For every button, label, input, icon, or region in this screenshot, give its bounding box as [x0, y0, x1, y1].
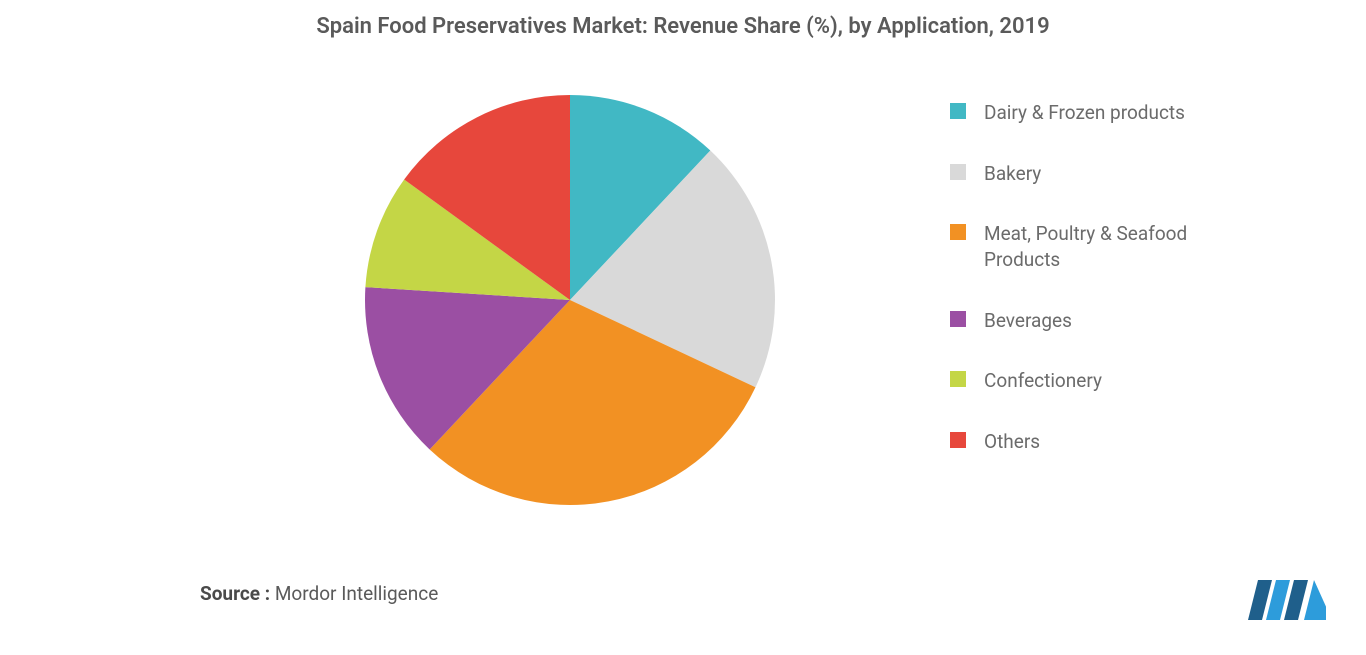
legend-label: Beverages — [984, 308, 1072, 334]
chart-title: Spain Food Preservatives Market: Revenue… — [0, 14, 1366, 39]
legend-label: Confectionery — [984, 368, 1102, 394]
source-label: Source : — [200, 582, 270, 605]
legend-item: Confectionery — [950, 368, 1270, 394]
legend-swatch — [950, 432, 966, 448]
source-line: Source : Mordor Intelligence — [200, 582, 438, 605]
legend-item: Dairy & Frozen products — [950, 100, 1270, 126]
legend-swatch — [950, 164, 966, 180]
brand-logo-icon — [1246, 575, 1326, 625]
source-value: Mordor Intelligence — [275, 582, 438, 605]
legend-swatch — [950, 224, 966, 240]
legend-item: Bakery — [950, 161, 1270, 187]
pie-chart — [360, 90, 780, 510]
legend-swatch — [950, 311, 966, 327]
legend-swatch — [950, 371, 966, 387]
legend-label: Bakery — [984, 161, 1041, 187]
legend-item: Meat, Poultry & Seafood Products — [950, 221, 1270, 272]
legend-item: Others — [950, 429, 1270, 455]
legend-label: Dairy & Frozen products — [984, 100, 1185, 126]
legend: Dairy & Frozen products Bakery Meat, Poult… — [950, 100, 1270, 489]
legend-item: Beverages — [950, 308, 1270, 334]
legend-swatch — [950, 103, 966, 119]
legend-label: Others — [984, 429, 1040, 455]
legend-label: Meat, Poultry & Seafood Products — [984, 221, 1244, 272]
